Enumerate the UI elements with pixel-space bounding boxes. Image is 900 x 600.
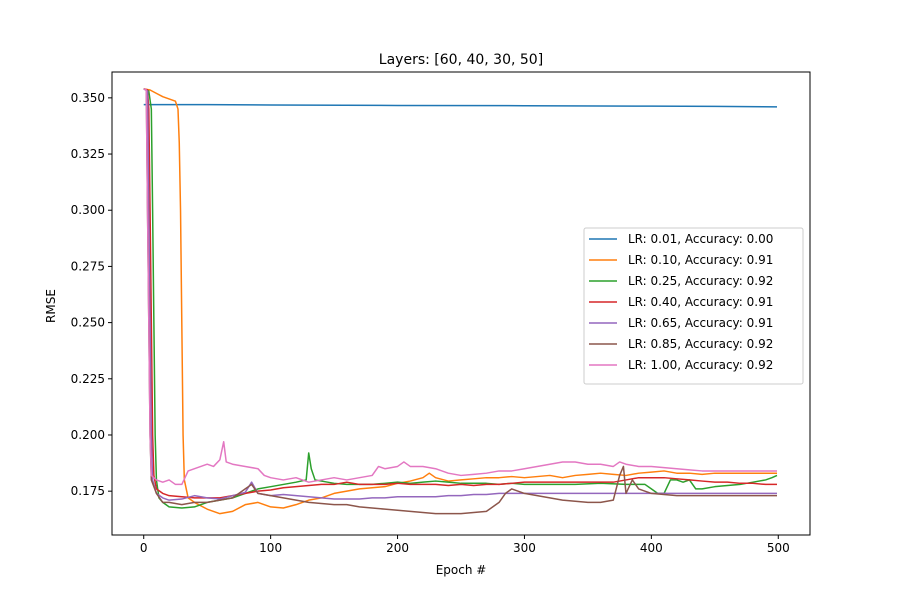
legend-entry: LR: 0.01, Accuracy: 0.00 [628,232,773,246]
legend-entry: LR: 1.00, Accuracy: 0.92 [628,358,773,372]
x-tick-label: 500 [767,541,790,555]
legend-box [583,227,804,385]
y-axis: 0.175 0.200 0.225 0.250 0.275 0.300 0.325 0.350 [71,91,112,498]
y-tick-label: 0.250 [71,316,105,330]
plot-area [111,71,811,536]
y-tick-label: 0.200 [71,428,105,442]
chart-title: Layers: [60, 40, 30, 50] [379,52,543,68]
x-axis-label: Epoch # [436,563,487,577]
legend-entry: LR: 0.40, Accuracy: 0.91 [628,295,773,309]
y-tick-label: 0.175 [71,484,105,498]
series-line-2 [143,88,777,515]
legend: LR: 0.01, Accuracy: 0.00 LR: 0.10, Accura… [583,227,804,385]
x-axis: 0 100 200 300 400 500 [140,535,790,555]
legend-entry: LR: 0.85, Accuracy: 0.92 [628,337,773,351]
plot-frame [111,71,811,536]
y-axis-label: RMSE [44,289,58,323]
y-tick-label: 0.275 [71,259,105,273]
legend-entry: LR: 0.25, Accuracy: 0.92 [628,274,773,288]
series-line-1 [143,103,778,108]
x-tick-label: 300 [513,541,536,555]
series-line-3 [143,88,778,509]
series-line-7 [143,88,777,486]
y-tick-label: 0.350 [71,91,105,105]
x-tick-label: 0 [140,541,148,555]
legend-entry: LR: 0.10, Accuracy: 0.91 [628,253,773,267]
x-tick-label: 100 [259,541,282,555]
y-tick-label: 0.325 [71,147,105,161]
series-line-4 [143,88,777,499]
y-tick-label: 0.300 [71,203,105,217]
series-line-5 [143,88,777,501]
y-tick-label: 0.225 [71,372,105,386]
x-tick-label: 200 [386,541,409,555]
legend-entry: LR: 0.65, Accuracy: 0.91 [628,316,773,330]
series-line-6 [143,88,777,515]
x-tick-label: 400 [640,541,663,555]
